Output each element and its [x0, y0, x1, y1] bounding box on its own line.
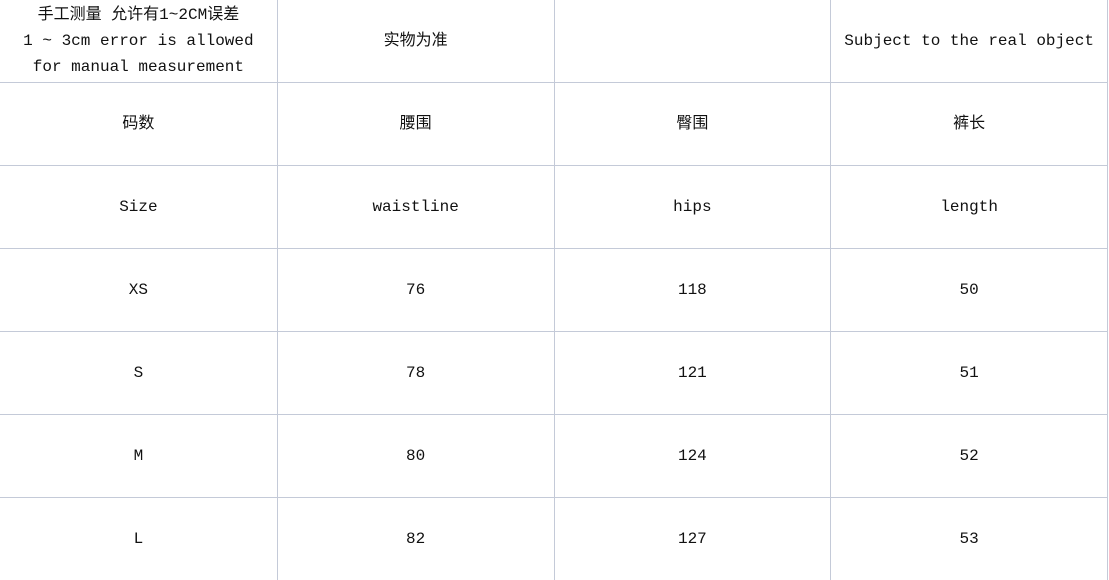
hips-cell: 121	[553, 331, 832, 415]
note-line-cn: 手工测量 允许有1~2CM误差	[37, 6, 240, 24]
col-header-cn-length: 裤长	[830, 82, 1108, 166]
subject-note-en: Subject to the real object	[830, 0, 1108, 83]
col-header-cn-size: 码数	[0, 82, 278, 166]
measurement-note-cell: 手工测量 允许有1~2CM误差 1 ~ 3cm error is allowed…	[0, 0, 278, 83]
note-line-en-2: for manual measurement	[32, 58, 244, 76]
size-cell: XS	[0, 248, 278, 332]
length-cell: 52	[830, 414, 1108, 498]
waist-cell: 82	[276, 497, 555, 580]
column-header-en-row: Size waistline hips length	[0, 165, 1108, 249]
table-row: L 82 127 53	[0, 497, 1108, 580]
column-header-cn-row: 码数 腰围 臀围 裤长	[0, 82, 1108, 166]
length-cell: 53	[830, 497, 1108, 580]
table-row: M 80 124 52	[0, 414, 1108, 498]
table-row: S 78 121 51	[0, 331, 1108, 415]
empty-header-cell	[553, 0, 832, 83]
waist-cell: 76	[276, 248, 555, 332]
size-cell: L	[0, 497, 278, 580]
hips-cell: 127	[553, 497, 832, 580]
col-header-en-length: length	[830, 165, 1108, 249]
hips-cell: 124	[553, 414, 832, 498]
length-cell: 50	[830, 248, 1108, 332]
col-header-en-waist: waistline	[276, 165, 555, 249]
header-row: 手工测量 允许有1~2CM误差 1 ~ 3cm error is allowed…	[0, 0, 1108, 83]
col-header-cn-hips: 臀围	[553, 82, 832, 166]
length-cell: 51	[830, 331, 1108, 415]
subject-note-cn: 实物为准	[276, 0, 555, 83]
col-header-en-size: Size	[0, 165, 278, 249]
note-line-en-1: 1 ~ 3cm error is allowed	[23, 32, 254, 50]
col-header-cn-waist: 腰围	[276, 82, 555, 166]
waist-cell: 78	[276, 331, 555, 415]
size-cell: M	[0, 414, 278, 498]
waist-cell: 80	[276, 414, 555, 498]
size-cell: S	[0, 331, 278, 415]
col-header-en-hips: hips	[553, 165, 832, 249]
hips-cell: 118	[553, 248, 832, 332]
table-row: XS 76 118 50	[0, 248, 1108, 332]
